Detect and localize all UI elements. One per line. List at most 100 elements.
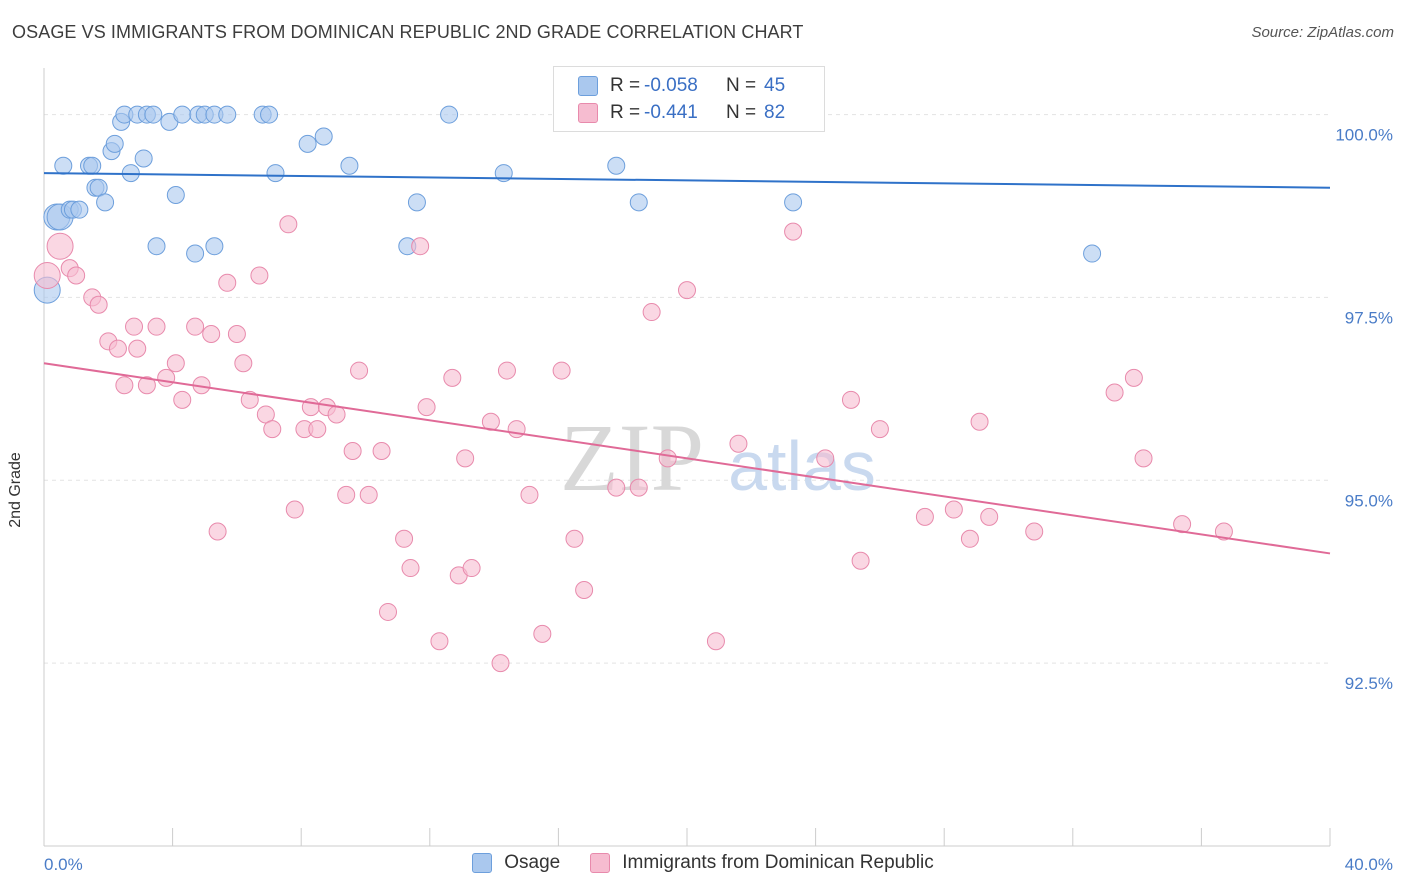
dominican-point [784, 222, 803, 241]
osage-point [340, 156, 359, 175]
osage-point [407, 193, 426, 212]
dominican-point [234, 354, 253, 373]
legend-item-dominican: Immigrants from Dominican Republic [590, 852, 934, 874]
dominican-point [970, 412, 989, 431]
dominican-point [552, 361, 571, 380]
osage-point [83, 156, 102, 175]
dominican-point [263, 420, 282, 439]
dominican-point [67, 266, 86, 285]
dominican-point [186, 317, 205, 336]
dominican-point [157, 368, 176, 387]
dominican-point [729, 434, 748, 453]
grid-lines [44, 114, 1330, 664]
dominican-point [816, 449, 835, 468]
legend-swatch-osage [578, 76, 598, 96]
dominican-point [343, 442, 362, 461]
dominican-point [359, 485, 378, 504]
dominican-point [411, 237, 430, 256]
dominican-point [1134, 449, 1153, 468]
dominican-point [841, 390, 860, 409]
legend-r-label: R = [610, 75, 641, 96]
dominican-point [128, 339, 147, 358]
y-tick-label: 97.5% [1345, 308, 1393, 327]
dominican-point [851, 551, 870, 570]
dominican-point [372, 442, 391, 461]
legend-n-label: N = [726, 102, 757, 123]
legend-n-label: N = [726, 75, 757, 96]
osage-point [147, 237, 166, 256]
dominican-point [379, 602, 398, 621]
legend-r-value: -0.058 [644, 75, 698, 96]
osage-point [173, 105, 192, 124]
y-tick-label: 100.0% [1335, 126, 1393, 145]
x-tick-label: 0.0% [44, 855, 83, 874]
data-points [33, 105, 1233, 673]
dominican-point [337, 485, 356, 504]
dominican-point [642, 303, 661, 322]
dominican-point [115, 376, 134, 395]
dominican-point [166, 354, 185, 373]
tick-labels: 92.5% 95.0% 97.5% 100.0% 0.0% 40.0% [44, 126, 1393, 874]
dominican-point [533, 624, 552, 643]
dominican-point [285, 500, 304, 519]
dominican-point [308, 420, 327, 439]
dominican-point [108, 339, 127, 358]
dominican-point [125, 317, 144, 336]
legend-r-label: R = [610, 102, 641, 123]
osage-point [144, 105, 163, 124]
dominican-point [401, 559, 420, 578]
osage-point [314, 127, 333, 146]
osage-point [440, 105, 459, 124]
dominican-point [350, 361, 369, 380]
dominican-point [1124, 368, 1143, 387]
osage-point [134, 149, 153, 168]
dominican-point [575, 581, 594, 599]
dominican-point [1173, 515, 1192, 534]
dominican-trend-line [43, 362, 1331, 555]
dominican-point [607, 478, 626, 497]
dominican-point [960, 529, 979, 548]
legend-row-osage: R = -0.058 N = 45 [578, 74, 785, 98]
osage-point [96, 193, 115, 212]
legend-swatch-dominican [590, 853, 611, 873]
legend-item-osage: Osage [472, 852, 560, 874]
x-tick-label: 40.0% [1345, 855, 1393, 874]
dominican-point [629, 478, 648, 497]
legend-label-dominican: Immigrants from Dominican Republic [622, 852, 934, 873]
dominican-point [491, 654, 510, 673]
dominican-point [417, 398, 436, 417]
dominican-point [227, 325, 246, 343]
osage-point [186, 244, 205, 263]
dominican-point [1214, 522, 1233, 541]
dominican-point [456, 449, 475, 468]
osage-point [784, 193, 803, 212]
dominican-point [870, 420, 889, 439]
osage-point [266, 164, 285, 183]
dominican-point [327, 405, 346, 424]
osage-point [70, 200, 89, 219]
legend-n-value: 45 [764, 75, 786, 96]
osage-point [105, 134, 124, 153]
dominican-point [520, 485, 539, 504]
dominican-point [443, 368, 462, 387]
dominican-point [218, 273, 237, 292]
y-tick-label: 95.0% [1345, 491, 1393, 510]
dominican-point [915, 507, 934, 526]
osage-point [218, 105, 237, 124]
chart-title: OSAGE VS IMMIGRANTS FROM DOMINICAN REPUB… [12, 22, 804, 42]
dominican-point [89, 295, 108, 314]
watermark-atlas: atlas [728, 427, 876, 505]
legend-swatch-dominican [578, 103, 598, 123]
osage-point [607, 156, 626, 175]
legend-swatch-osage [472, 853, 493, 873]
osage-point [298, 134, 317, 153]
legend-label-osage: Osage [504, 852, 561, 873]
trend-lines [43, 172, 1331, 555]
dominican-point [208, 522, 227, 541]
dominican-point [1025, 522, 1044, 541]
legend-n-value: 82 [764, 102, 786, 123]
legend-row-dominican: R = -0.441 N = 82 [578, 101, 785, 125]
dominican-point [565, 529, 584, 548]
source-credit: Source: ZipAtlas.com [1251, 24, 1394, 41]
